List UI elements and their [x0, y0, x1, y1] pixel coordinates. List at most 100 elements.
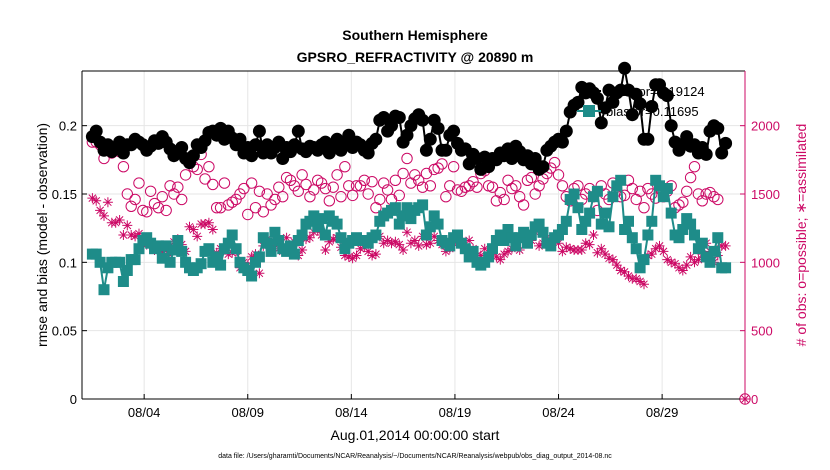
obs-assimilated-point	[604, 253, 614, 264]
obs-possible-point	[634, 185, 646, 197]
obs-assimilated-point	[99, 210, 109, 221]
obs-possible-point	[684, 171, 697, 184]
x-tick-label: 08/09	[231, 405, 264, 420]
obs-assimilated-point	[666, 257, 677, 268]
obs-possible-point	[498, 193, 510, 206]
bias-point	[525, 229, 537, 241]
right-y-tick-label: 1000	[751, 255, 780, 270]
legend-rmse-marker	[582, 84, 596, 98]
obs-assimilated-point	[615, 265, 626, 276]
right-y-tick-label: 1500	[751, 187, 780, 202]
obs-assimilated-point	[130, 231, 141, 242]
obs-assimilated-point	[429, 231, 440, 242]
obs-possible-point	[172, 181, 184, 193]
bias-point	[133, 243, 145, 255]
obs-assimilated-point	[557, 246, 568, 257]
legend-bias-marker	[583, 105, 595, 117]
obs-possible-point	[397, 167, 409, 180]
rmse-point	[719, 136, 733, 150]
obs-possible-point	[222, 199, 235, 211]
obs-assimilated-point	[654, 240, 665, 251]
x-tick-label: 08/29	[646, 405, 679, 420]
obs-assimilated-point	[631, 273, 642, 284]
obs-possible-point	[381, 184, 394, 196]
legend-rmse-label: rmse pr=0.19124	[606, 84, 705, 99]
rmse-point	[431, 121, 445, 135]
obs-possible-point	[343, 180, 355, 192]
bias-point	[506, 232, 518, 244]
bias-point	[316, 213, 328, 225]
bias-point	[630, 243, 642, 255]
obs-possible-point	[218, 177, 231, 189]
obs-assimilated-point	[122, 220, 133, 231]
bias-point	[467, 245, 479, 257]
bias-point	[319, 229, 331, 241]
obs-possible-point	[277, 191, 289, 203]
obs-assimilated-point	[343, 251, 354, 262]
bias-point	[661, 183, 673, 194]
rmse-point	[571, 95, 585, 109]
obs-assimilated-point	[184, 221, 195, 232]
obs-possible-point	[199, 173, 211, 185]
rmse-point	[291, 124, 305, 138]
rmse-point	[186, 149, 200, 163]
bias-point	[498, 235, 510, 246]
obs-possible-point	[393, 189, 405, 202]
bias-point	[584, 207, 596, 219]
bias-point	[405, 213, 417, 225]
legend-bias-label: bias pr=0.11695	[606, 104, 699, 119]
obs-possible-point	[517, 199, 530, 211]
obs-assimilated-point	[370, 249, 381, 260]
obs-assimilated-point	[639, 279, 649, 290]
obs-assimilated-point	[363, 246, 374, 257]
rmse-point	[528, 152, 542, 165]
obs-possible-point	[323, 195, 336, 207]
rmse-point	[423, 132, 437, 146]
bias-point	[487, 243, 498, 255]
obs-possible-point	[304, 191, 316, 203]
right-y-tick-label: 2000	[751, 119, 780, 134]
obs-possible-point	[432, 162, 444, 174]
obs-possible-point	[350, 180, 363, 192]
right-y-tick-label: 500	[751, 324, 773, 339]
bias-point	[424, 221, 436, 233]
left-y-tick-label: 0.05	[52, 324, 77, 339]
obs-assimilated-point	[421, 239, 432, 250]
obs-possible-point	[688, 160, 701, 173]
obs-assimilated-point	[658, 246, 669, 257]
obs-possible-point	[494, 186, 506, 199]
obs-possible-point	[696, 195, 708, 207]
obs-possible-point	[471, 181, 483, 193]
obs-assimilated-point	[576, 245, 587, 255]
bias-point	[444, 240, 456, 252]
data-file-footnote: data file: /Users/gharamti/Documents/NCA…	[218, 453, 612, 460]
obs-assimilated-point	[87, 193, 98, 204]
obs-assimilated-point	[611, 260, 622, 271]
obs-assimilated-point	[390, 236, 401, 247]
bias-point	[296, 229, 308, 241]
obs-assimilated-point	[394, 239, 405, 250]
bias-point	[428, 210, 440, 222]
legend: rmse pr=0.19124 bias pr=0.11695	[577, 84, 705, 119]
rmse-point	[625, 108, 639, 122]
obs-assimilated-point	[409, 235, 420, 246]
obs-assimilated-point	[720, 240, 731, 251]
rmse-point	[245, 149, 259, 163]
obs-assimilated-point	[650, 243, 661, 254]
rmse-point	[447, 124, 461, 138]
obs-possible-point	[533, 180, 545, 192]
bias-point	[704, 256, 716, 268]
obs-assimilated-point	[592, 247, 603, 258]
obs-possible-point	[168, 188, 180, 200]
rmse-bias-series	[85, 61, 733, 296]
x-axis-label: Aug.01,2014 00:00:00 start	[331, 427, 500, 443]
obs-possible-point	[712, 193, 724, 206]
obs-assimilated-point	[134, 228, 144, 239]
bias-point	[253, 251, 265, 263]
left-y-tick-label: 0.2	[59, 119, 77, 134]
rmse-point	[594, 116, 608, 130]
bias-point	[226, 229, 238, 241]
bias-point	[572, 202, 584, 214]
bias-point	[114, 256, 126, 268]
obs-possible-point	[273, 181, 285, 193]
